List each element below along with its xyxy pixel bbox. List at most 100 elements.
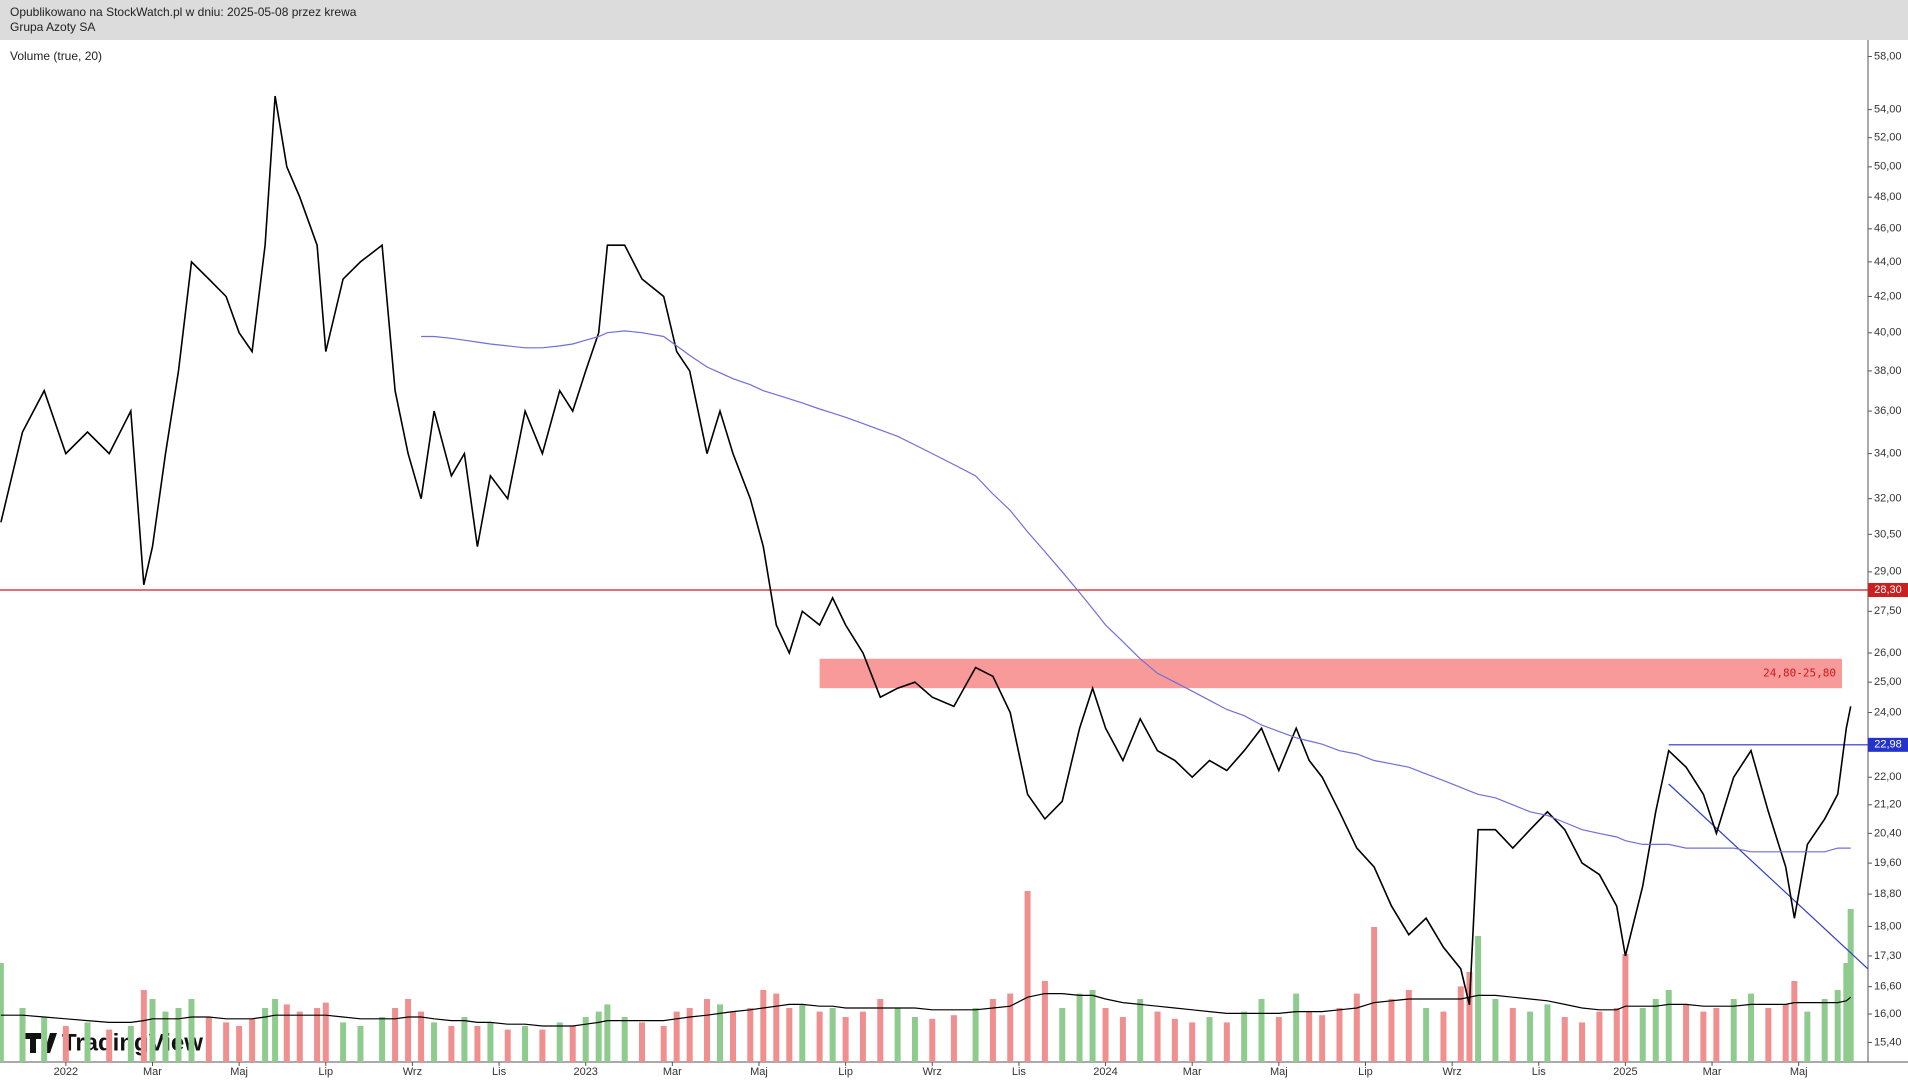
volume-bar (1076, 993, 1083, 1062)
volume-bar (816, 1011, 823, 1062)
volume-bar (716, 1004, 723, 1062)
volume-bar (149, 999, 156, 1062)
volume-bar (1102, 1008, 1109, 1062)
volume-bar (1388, 999, 1395, 1062)
volume-bar (379, 1017, 386, 1062)
volume-bar (1765, 1008, 1772, 1062)
volume-bar (1596, 1011, 1603, 1062)
volume-bar (188, 999, 195, 1062)
volume-bar (357, 1026, 364, 1062)
volume-bar (448, 1026, 455, 1062)
level-label: 22,98 (1874, 739, 1902, 751)
moving-average-line (421, 330, 1851, 853)
volume-bar (1241, 1011, 1248, 1062)
volume-bar (1748, 993, 1755, 1062)
volume-bar (1665, 990, 1672, 1062)
volume-bar (1405, 990, 1412, 1062)
volume-bar (786, 1008, 793, 1062)
volume-bar (84, 1022, 91, 1062)
volume-bar (1041, 981, 1048, 1062)
x-tick-label: 2024 (1093, 1066, 1117, 1078)
y-tick-label: 27,50 (1874, 605, 1902, 617)
x-tick-label: Lip (1358, 1066, 1373, 1078)
volume-bar (1622, 954, 1629, 1062)
volume-bar (322, 1002, 329, 1062)
volume-bar (1457, 986, 1464, 1062)
volume-bar (1293, 993, 1300, 1062)
volume-bar (262, 1008, 269, 1062)
volume-bar (1223, 1022, 1230, 1062)
volume-bar (205, 1017, 212, 1062)
volume-bar (1119, 1017, 1126, 1062)
volume-bar (989, 999, 996, 1062)
zone-label: 24,80-25,80 (1763, 666, 1836, 679)
volume-bar (249, 1018, 256, 1062)
y-tick-label: 44,00 (1874, 256, 1902, 268)
volume-bar (140, 990, 147, 1062)
volume-bar (314, 1008, 321, 1062)
volume-bar (1319, 1015, 1326, 1062)
indicator-label: Volume (true, 20) (10, 49, 102, 63)
volume-bar (504, 1029, 511, 1062)
volume-bar (236, 1026, 243, 1062)
volume-bar (1007, 993, 1014, 1062)
volume-bar (1371, 927, 1378, 1062)
volume-bar (703, 999, 710, 1062)
volume-bar (127, 1026, 134, 1062)
volume-bar (62, 1026, 69, 1062)
level-label: 28,30 (1874, 584, 1902, 596)
volume-bar (487, 1022, 494, 1062)
volume-bar (1306, 1011, 1313, 1062)
volume-bar (1206, 1017, 1213, 1062)
volume-bar (621, 1017, 628, 1062)
volume-bar (747, 1008, 754, 1062)
volume-bar (1713, 1008, 1720, 1062)
y-tick-label: 17,30 (1874, 950, 1902, 962)
volume-bar (1336, 1008, 1343, 1062)
y-tick-label: 34,00 (1874, 447, 1902, 459)
volume-bar (1579, 1022, 1586, 1062)
volume-bar (418, 1011, 425, 1062)
volume-bar (340, 1022, 347, 1062)
price-line (0, 95, 1852, 1005)
volume-bar (604, 1004, 611, 1062)
volume-bar (41, 1017, 48, 1062)
volume-bar (911, 1017, 918, 1062)
x-tick-label: Lis (1532, 1066, 1547, 1078)
volume-bar (1804, 1011, 1811, 1062)
volume-bar (1475, 936, 1482, 1062)
y-tick-label: 15,40 (1874, 1036, 1902, 1048)
publication-note: Opublikowano na StockWatch.pl w dniu: 20… (10, 5, 357, 19)
volume-bar (950, 1015, 957, 1062)
volume-bar (1544, 1004, 1551, 1062)
x-tick-label: 2022 (54, 1066, 78, 1078)
y-tick-label: 21,20 (1874, 799, 1902, 811)
y-tick-label: 16,60 (1874, 981, 1902, 993)
x-tick-label: Lis (1012, 1066, 1027, 1078)
volume-bar (1137, 999, 1144, 1062)
x-tick-label: Maj (1270, 1066, 1288, 1078)
company-title: Grupa Azoty SA (10, 20, 95, 34)
volume-bar (595, 1011, 602, 1062)
x-tick-label: 2025 (1613, 1066, 1637, 1078)
logo (25, 1033, 57, 1053)
volume-bar (660, 1026, 667, 1062)
volume-bar (1423, 1008, 1430, 1062)
y-tick-label: 36,00 (1874, 405, 1902, 417)
volume-bar (799, 1004, 806, 1062)
volume-bar (1154, 1011, 1161, 1062)
volume-bar (639, 1022, 646, 1062)
x-tick-label: Lis (492, 1066, 507, 1078)
volume-bar (0, 963, 4, 1062)
volume-bar (1730, 999, 1737, 1062)
volume-bar (1024, 891, 1031, 1062)
volume-bar (1258, 999, 1265, 1062)
y-tick-label: 42,00 (1874, 290, 1902, 302)
volume-bar (162, 1011, 169, 1062)
volume-bar (1613, 1008, 1620, 1062)
volume-bar (431, 1022, 438, 1062)
volume-bar (1782, 1004, 1789, 1062)
x-tick-label: Maj (1790, 1066, 1808, 1078)
volume-bar (829, 1008, 836, 1062)
